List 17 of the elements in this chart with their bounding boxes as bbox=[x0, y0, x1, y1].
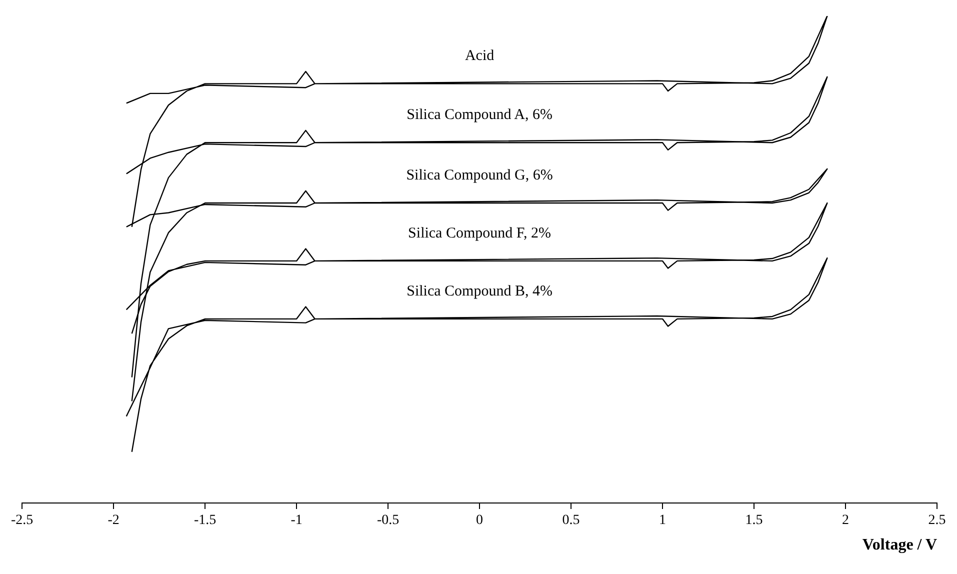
x-tick-label: -1 bbox=[290, 513, 302, 528]
x-tick-label: -2 bbox=[108, 513, 120, 528]
series-label: Acid bbox=[464, 48, 495, 64]
series-label: Silica Compound A, 6% bbox=[406, 107, 552, 124]
x-tick-label: 2 bbox=[842, 513, 850, 528]
x-tick-label: 1 bbox=[659, 513, 666, 528]
x-tick-label: 2.5 bbox=[928, 513, 946, 528]
x-tick-label: -1.5 bbox=[194, 513, 216, 528]
x-axis-title: Voltage / V bbox=[862, 536, 938, 554]
series-label: Silica Compound B, 4% bbox=[406, 283, 552, 300]
x-tick-label: 0.5 bbox=[562, 513, 580, 528]
x-tick-label: 1.5 bbox=[745, 513, 763, 528]
x-tick-label: -0.5 bbox=[376, 513, 400, 528]
series-label: Silica Compound F, 2% bbox=[408, 225, 552, 242]
x-tick-label: -2.5 bbox=[10, 513, 34, 528]
x-tick-label: 0 bbox=[476, 513, 484, 528]
series-label: Silica Compound G, 6% bbox=[406, 167, 553, 184]
